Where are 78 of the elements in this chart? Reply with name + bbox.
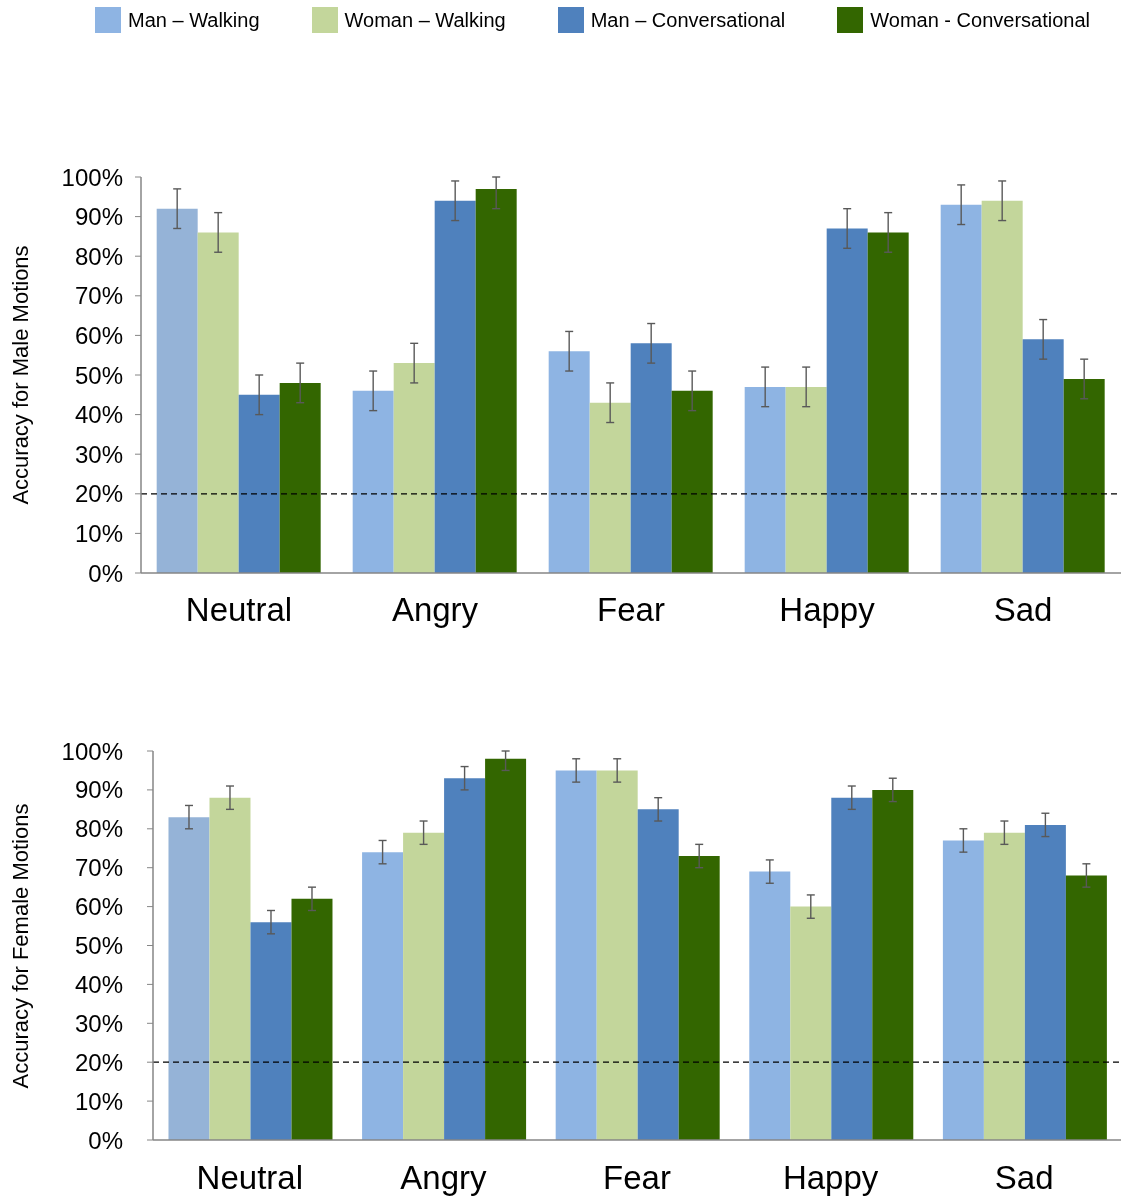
bar <box>434 200 476 573</box>
bar <box>785 386 827 573</box>
bar <box>291 898 333 1140</box>
bar <box>475 188 517 573</box>
legend-label: Man – Walking <box>127 8 260 32</box>
y-axis-title: Accuracy for Male Motions <box>8 245 34 505</box>
bar <box>596 770 638 1140</box>
bar <box>1063 378 1105 573</box>
y-tick-label: 90% <box>74 776 123 804</box>
bar <box>156 208 198 573</box>
y-tick-label: 40% <box>74 970 123 998</box>
x-tick-label: Fear <box>597 591 665 629</box>
bar <box>362 852 404 1140</box>
y-tick-label: 0% <box>88 1126 123 1154</box>
bar <box>485 758 527 1140</box>
legend-label: Man – Conversational <box>590 8 786 32</box>
y-tick-label: 60% <box>74 321 123 349</box>
y-tick-label: 70% <box>74 282 123 310</box>
bar <box>1024 824 1066 1140</box>
bar <box>444 778 486 1140</box>
x-tick-label: Angry <box>391 591 479 629</box>
bar <box>867 232 909 573</box>
bar <box>1065 875 1107 1140</box>
bar <box>238 394 280 573</box>
legend-label: Woman – Walking <box>344 8 506 32</box>
x-tick-label: Happy <box>782 1159 879 1197</box>
bar <box>983 832 1025 1140</box>
y-tick-label: 30% <box>74 1009 123 1037</box>
y-tick-label: 100% <box>61 737 123 765</box>
x-tick-label: Neutral <box>196 1159 303 1197</box>
bar <box>831 797 873 1140</box>
x-tick-label: Fear <box>603 1159 671 1197</box>
bar <box>352 390 394 573</box>
y-tick-label: 80% <box>74 242 123 270</box>
bar <box>942 840 984 1140</box>
bar <box>744 386 786 573</box>
y-tick-label: 80% <box>74 815 123 843</box>
y-tick-label: 10% <box>74 1087 123 1115</box>
bar <box>749 871 791 1140</box>
x-tick-label: Happy <box>779 591 876 629</box>
y-tick-label: 10% <box>74 519 123 547</box>
y-tick-label: 20% <box>74 480 123 508</box>
bar <box>168 817 210 1140</box>
y-tick-label: 90% <box>74 203 123 231</box>
x-tick-label: Sad <box>994 1159 1054 1197</box>
bar <box>790 906 832 1140</box>
bar <box>589 402 631 573</box>
x-tick-label: Neutral <box>185 591 293 629</box>
bar <box>637 809 679 1140</box>
bar <box>209 797 251 1140</box>
bar <box>403 832 445 1140</box>
legend-label: Woman - Conversational <box>870 8 1090 32</box>
y-tick-label: 0% <box>88 559 123 587</box>
y-tick-label: 50% <box>74 361 123 389</box>
bar <box>671 390 713 573</box>
y-tick-label: 60% <box>74 893 123 921</box>
y-tick-label: 40% <box>74 401 123 429</box>
y-tick-label: 70% <box>74 854 123 882</box>
y-axis-title: Accuracy for Female Motions <box>8 803 34 1088</box>
y-tick-label: 30% <box>74 440 123 468</box>
bar <box>826 228 868 573</box>
bar <box>872 789 914 1140</box>
bar <box>548 351 590 573</box>
x-tick-label: Sad <box>993 591 1053 629</box>
bar <box>197 232 239 573</box>
bar <box>393 363 435 573</box>
bar <box>981 200 1023 573</box>
bar <box>555 770 597 1140</box>
bar <box>1022 339 1064 573</box>
bar <box>250 922 292 1140</box>
y-tick-label: 20% <box>74 1048 123 1076</box>
bar <box>279 382 321 573</box>
x-tick-label: Angry <box>400 1159 487 1197</box>
bar <box>940 204 982 573</box>
y-tick-label: 100% <box>61 163 123 191</box>
bar <box>678 856 720 1140</box>
y-tick-label: 50% <box>74 932 123 960</box>
bar <box>630 343 672 573</box>
